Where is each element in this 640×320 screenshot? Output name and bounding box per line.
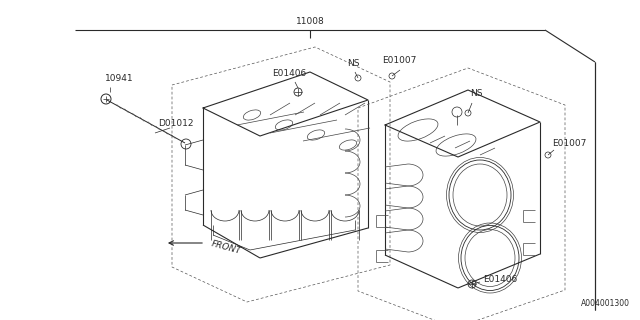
Text: NS: NS <box>470 89 483 98</box>
Text: NS: NS <box>347 59 360 68</box>
Text: D01012: D01012 <box>158 119 193 128</box>
Text: A004001300: A004001300 <box>581 299 630 308</box>
Text: E01406: E01406 <box>483 275 517 284</box>
Text: 10941: 10941 <box>105 74 134 83</box>
Text: E01406: E01406 <box>272 69 307 78</box>
Text: E01007: E01007 <box>552 139 586 148</box>
Text: FRONT: FRONT <box>210 240 242 256</box>
Text: 11008: 11008 <box>296 17 324 26</box>
Text: E01007: E01007 <box>382 56 417 65</box>
